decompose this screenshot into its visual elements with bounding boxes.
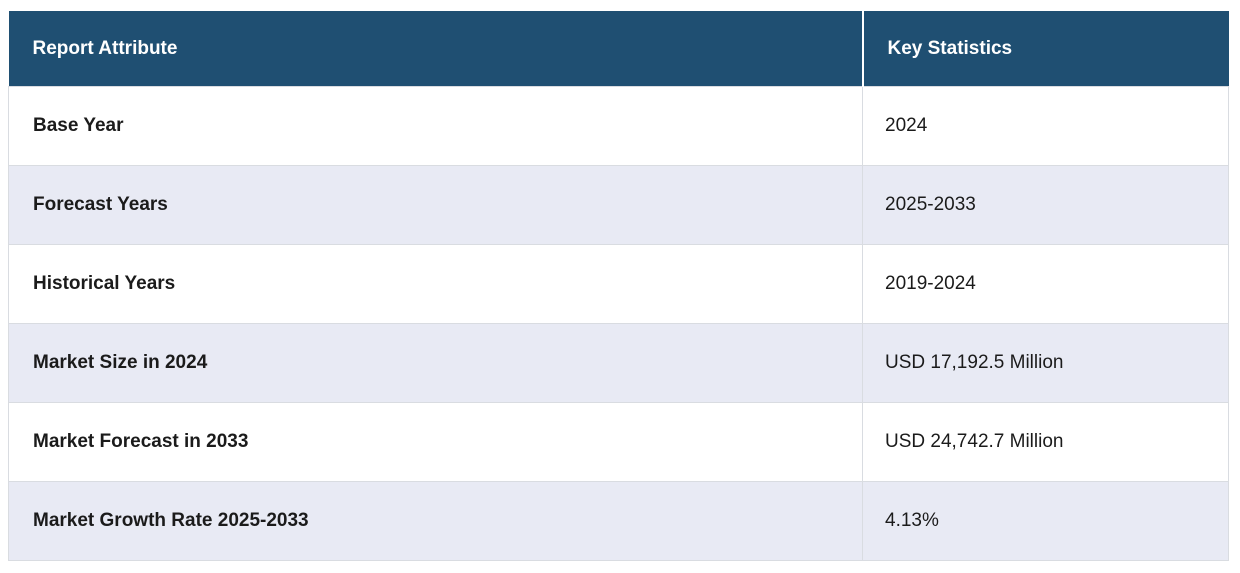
table-header: Report Attribute Key Statistics xyxy=(8,11,1229,87)
attribute-cell: Market Size in 2024 xyxy=(8,323,863,403)
table-body: Base Year 2024 Forecast Years 2025-2033 … xyxy=(8,86,1229,561)
value-cell: 4.13% xyxy=(862,481,1229,561)
value-cell: 2024 xyxy=(862,86,1229,166)
header-row: Report Attribute Key Statistics xyxy=(8,11,1229,87)
attribute-cell: Forecast Years xyxy=(8,165,863,245)
value-cell: USD 24,742.7 Million xyxy=(862,402,1229,482)
value-cell: 2019-2024 xyxy=(862,244,1229,324)
report-statistics-section: Report Attribute Key Statistics Base Yea… xyxy=(8,11,1229,561)
table-row: Base Year 2024 xyxy=(8,86,1229,166)
value-cell: 2025-2033 xyxy=(862,165,1229,245)
column-header-report-attribute: Report Attribute xyxy=(8,11,864,87)
table-row: Market Forecast in 2033 USD 24,742.7 Mil… xyxy=(8,402,1229,482)
table-row: Market Growth Rate 2025-2033 4.13% xyxy=(8,481,1229,561)
attribute-cell: Historical Years xyxy=(8,244,863,324)
value-cell: USD 17,192.5 Million xyxy=(862,323,1229,403)
column-header-key-statistics: Key Statistics xyxy=(862,11,1229,87)
table-row: Historical Years 2019-2024 xyxy=(8,244,1229,324)
attribute-cell: Base Year xyxy=(8,86,863,166)
table-row: Market Size in 2024 USD 17,192.5 Million xyxy=(8,323,1229,403)
table-row: Forecast Years 2025-2033 xyxy=(8,165,1229,245)
attribute-cell: Market Growth Rate 2025-2033 xyxy=(8,481,863,561)
report-attributes-table: Report Attribute Key Statistics Base Yea… xyxy=(8,11,1229,561)
attribute-cell: Market Forecast in 2033 xyxy=(8,402,863,482)
